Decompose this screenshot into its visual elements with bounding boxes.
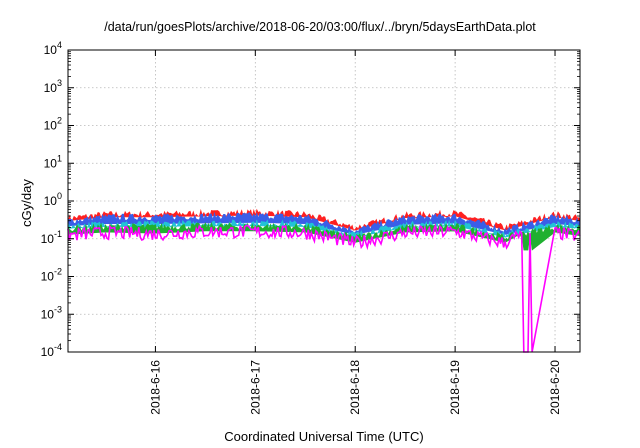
series-5-line [67,223,581,353]
y-axis-ticks: 10-4 10-3 10-2 10-1 100 101 102 103 104 [41,40,580,359]
x-tick-label: 2018-6-16 [148,360,162,415]
y-tick-label: 103 [44,78,62,95]
y-tick-label: 10-2 [41,267,62,284]
series-2-band [67,211,581,235]
y-tick-label: 10-1 [41,229,62,246]
x-axis-label: Coordinated Universal Time (UTC) [224,429,423,444]
y-tick-label: 102 [44,116,62,133]
chart-title: /data/run/goesPlots/archive/2018-06-20/0… [104,20,536,34]
y-tick-label: 10-4 [41,342,62,359]
y-tick-label: 10-3 [41,304,62,321]
x-tick-label: 2018-6-18 [348,360,362,415]
grid-lines [68,50,580,352]
x-tick-label: 2018-6-19 [448,360,462,415]
x-tick-label: 2018-6-20 [548,360,562,415]
y-tick-label: 104 [44,40,62,57]
x-axis-ticks: 2018-6-16 2018-6-17 2018-6-18 2018-6-19 2018… [148,50,562,415]
x-tick-label: 2018-6-17 [248,360,262,415]
series-1-band [67,208,581,232]
y-tick-label: 100 [44,191,62,208]
data-series [67,208,581,353]
y-tick-label: 101 [44,153,62,170]
y-axis-label: cGy/day [19,179,34,227]
